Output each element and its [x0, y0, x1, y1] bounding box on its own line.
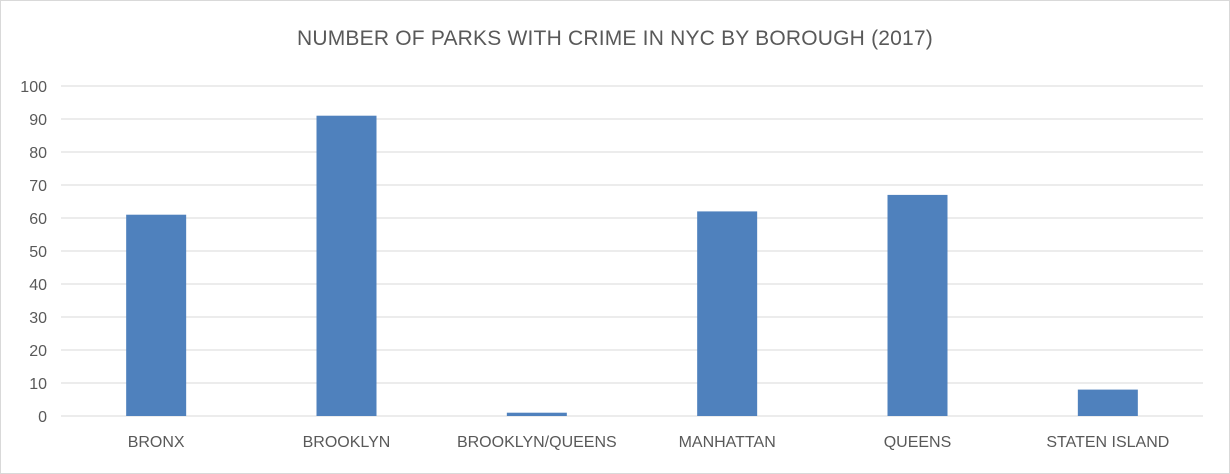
- y-tick-label: 0: [38, 409, 47, 426]
- y-tick-label: 10: [29, 376, 47, 393]
- bar-staten-island: [1077, 389, 1138, 416]
- y-tick-label: 50: [29, 244, 47, 261]
- y-tick-label: 90: [29, 112, 47, 129]
- y-tick-label: 80: [29, 145, 47, 162]
- x-tick-label: BRONX: [128, 434, 185, 451]
- y-tick-label: 30: [29, 310, 47, 327]
- x-tick-label: QUEENS: [884, 434, 952, 451]
- bar-brooklyn: [316, 115, 377, 416]
- y-tick-label: 60: [29, 211, 47, 228]
- y-tick-label: 20: [29, 343, 47, 360]
- x-tick-label: MANHATTAN: [679, 434, 776, 451]
- bar-queens: [887, 194, 948, 416]
- chart-title: NUMBER OF PARKS WITH CRIME IN NYC BY BOR…: [296, 27, 933, 50]
- y-tick-label: 100: [20, 79, 47, 96]
- x-tick-label: STATEN ISLAND: [1046, 434, 1169, 451]
- y-tick-label: 40: [29, 277, 47, 294]
- bar-bronx: [126, 214, 187, 416]
- x-tick-label: BROOKLYN/QUEENS: [457, 434, 617, 451]
- bar-manhattan: [697, 211, 758, 416]
- x-tick-label: BROOKLYN: [303, 434, 391, 451]
- y-tick-label: 70: [29, 178, 47, 195]
- bar-brooklyn-queens: [506, 412, 567, 416]
